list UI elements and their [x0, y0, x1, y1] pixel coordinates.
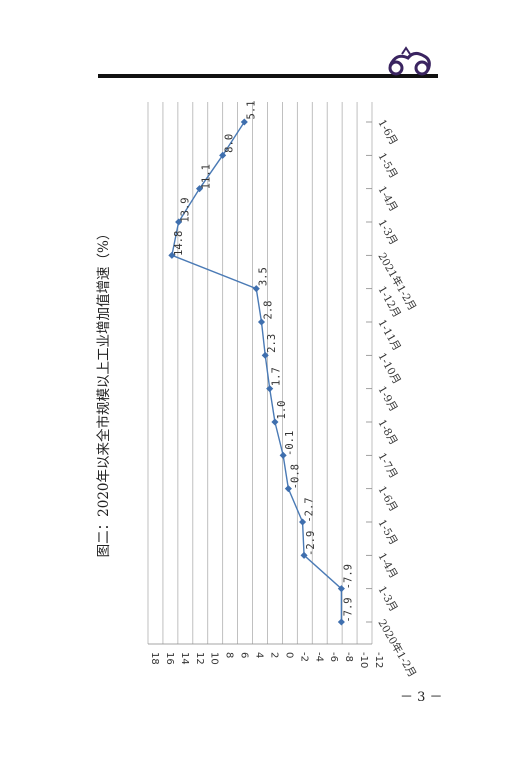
data-point	[257, 318, 266, 326]
data-point	[219, 151, 227, 159]
data-point	[195, 185, 204, 193]
data-label: 11.1	[201, 164, 213, 189]
data-label: 13.9	[180, 197, 192, 222]
data-point	[337, 618, 345, 626]
data-label: 2.3	[266, 334, 278, 353]
y-tick-label: 16	[164, 652, 175, 665]
data-point	[175, 218, 183, 226]
y-tick-label: -2	[298, 652, 309, 662]
data-label: 3.5	[257, 267, 269, 286]
y-tick-label: 8	[224, 652, 235, 658]
x-tick-label: 1-5月	[375, 151, 399, 181]
header-rule	[98, 74, 438, 78]
y-tick-label: -8	[343, 652, 354, 662]
x-tick-label: 1-5月	[375, 518, 399, 548]
data-label: -2.7	[304, 497, 316, 522]
x-tick-label: 1-11月	[375, 318, 402, 354]
y-tick-label: 2	[268, 652, 279, 658]
y-tick-label: -4	[313, 652, 324, 662]
x-tick-label: 1-7月	[375, 451, 399, 481]
x-tick-label: 1-4月	[375, 551, 399, 581]
logo-icon	[388, 46, 431, 76]
data-point	[271, 418, 279, 426]
y-tick-label: -10	[358, 652, 369, 668]
marker-group	[168, 118, 345, 626]
x-tick-label: 1-6月	[375, 484, 399, 514]
y-tick-label: 6	[239, 652, 250, 658]
series-line-group	[171, 121, 343, 622]
data-point	[279, 451, 287, 459]
data-point	[261, 351, 269, 359]
data-label-group: -7.9 -7.9 -2.9 -2.7-0.8 -0.1 1.0 1.7 2.3 2.8 3.5 1…	[173, 101, 354, 623]
x-tick-label: 1-8月	[375, 418, 399, 448]
x-tick-label: 2020年1-2月	[375, 617, 419, 679]
y-tick-label: 12	[194, 652, 205, 665]
gridlines	[147, 102, 373, 645]
data-label: 2.8	[262, 301, 274, 320]
data-point	[252, 285, 260, 293]
y-tick-label: 0	[283, 652, 294, 658]
data-point	[299, 518, 307, 526]
data-point	[300, 551, 308, 559]
data-label: -7.9	[342, 597, 354, 622]
data-label: 1.0	[276, 401, 288, 420]
chart-title: 图二：2020年以来全市规模以上工业增加值增速（%）	[95, 227, 112, 558]
data-label: -0.1	[284, 431, 296, 456]
data-label: 8.0	[224, 134, 236, 153]
data-label: -7.9	[342, 564, 354, 589]
x-tick-label: 1-3月	[375, 584, 399, 614]
y-tick-label: 18	[149, 652, 160, 665]
page-number: － 3 －	[400, 690, 443, 705]
x-tick-label: 1-10月	[375, 351, 402, 387]
y-tick-label: 10	[209, 652, 220, 665]
data-point	[240, 118, 248, 126]
data-point	[266, 385, 274, 393]
data-label: -2.9	[305, 531, 317, 556]
data-label: 1.7	[271, 367, 283, 386]
data-label: -0.8	[289, 464, 301, 489]
y-tick-label: 14	[179, 652, 190, 665]
x-tick-label: 1-6月	[375, 118, 399, 148]
series-line	[171, 121, 343, 622]
x-tick-label: 1-4月	[375, 184, 399, 214]
data-point	[284, 485, 292, 493]
data-label: 14.8	[173, 231, 185, 256]
x-tick-label: 1-3月	[375, 218, 399, 248]
data-label: 5.1	[245, 101, 257, 120]
y-tick-label: 4	[254, 652, 265, 658]
data-point	[337, 585, 345, 593]
y-tick-label: -6	[328, 652, 339, 662]
x-tick-label-group: 2020年1-2月1-3月1-4月1-5月1-6月1-7月1-8月1-9月1-1…	[366, 118, 419, 679]
y-tick-label: -12	[373, 652, 384, 668]
x-tick-label: 1-9月	[375, 384, 399, 414]
